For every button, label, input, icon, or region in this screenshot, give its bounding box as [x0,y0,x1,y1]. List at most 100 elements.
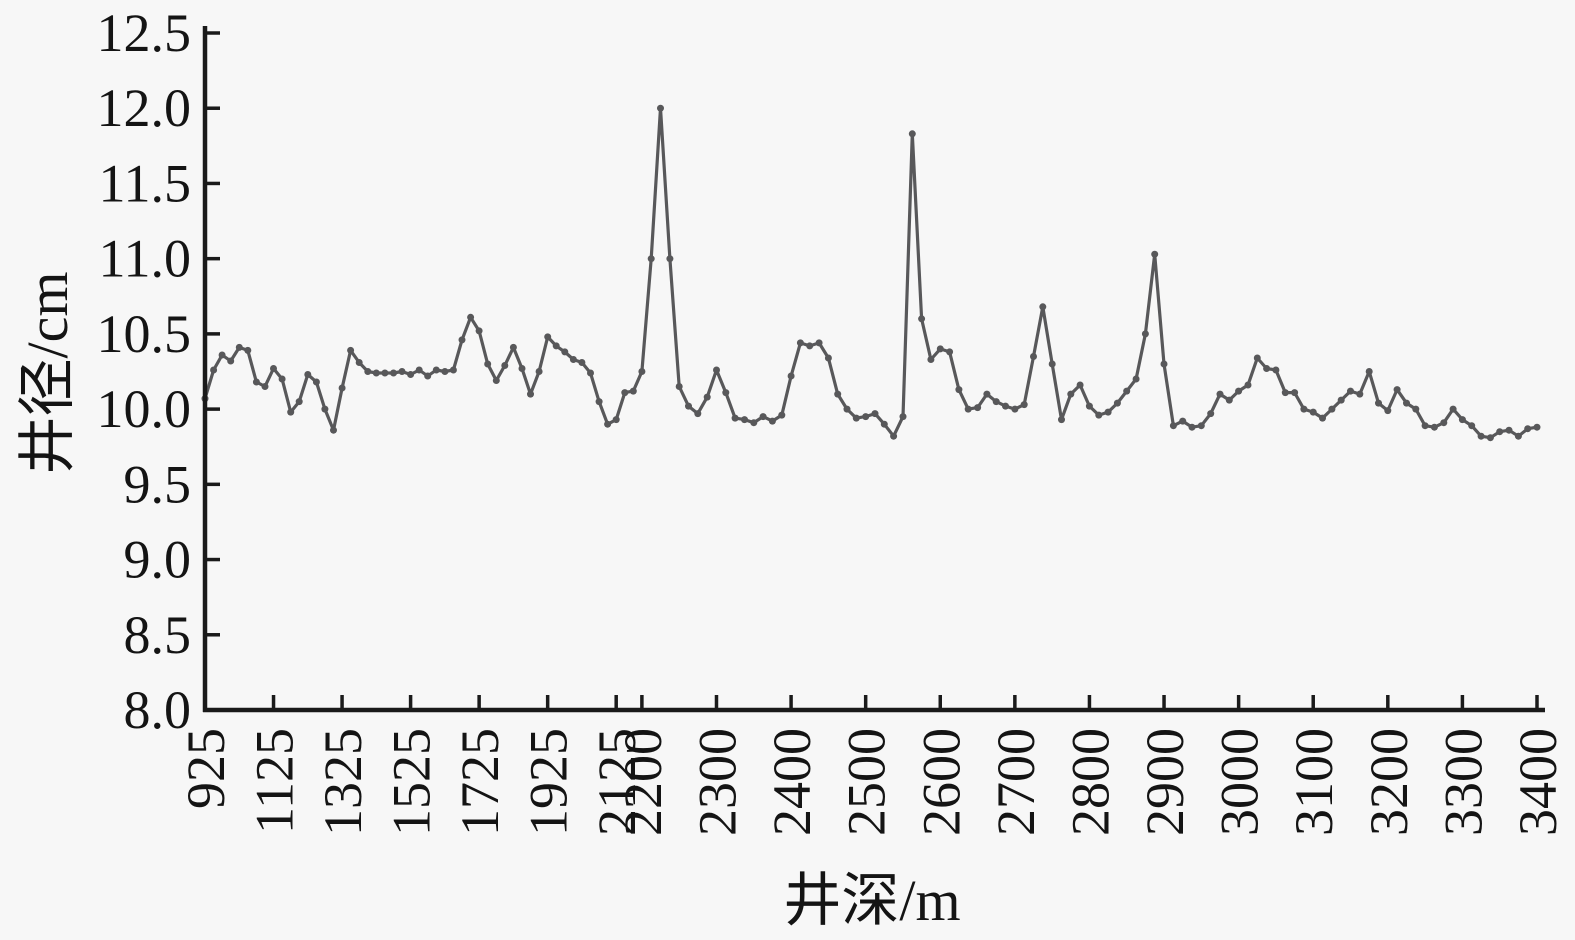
data-point-marker [647,255,655,263]
x-tick-label: 1925 [519,728,579,836]
data-point-marker [787,372,795,380]
y-tick-label: 9.0 [124,530,192,590]
data-point-marker [1365,368,1373,375]
data-point-marker [1291,389,1299,397]
data-point-marker [604,420,612,428]
data-point-marker [638,368,646,375]
data-point-marker [1169,422,1177,430]
x-tick-label: 2800 [1060,728,1120,836]
data-point-marker [675,383,683,390]
data-point-marker [992,398,1000,406]
data-point-marker [312,378,320,386]
data-point-marker [1253,354,1261,362]
x-tick-label: 1125 [245,728,305,834]
data-point-marker [595,398,603,406]
data-point-marker [270,365,277,372]
data-point-marker [1281,389,1289,397]
data-point-marker [1160,360,1168,368]
y-tick-label: 8.5 [124,605,192,665]
data-point-marker [1486,434,1494,442]
data-point-marker [458,336,466,344]
data-point-marker [278,375,286,383]
x-tick-label: 2700 [986,728,1046,836]
data-point-marker [1095,411,1103,419]
data-point-marker [1393,386,1401,394]
data-point-marker [1468,422,1476,430]
data-point-marker [629,387,637,395]
data-point-marker [518,365,526,372]
data-point-marker [890,432,898,440]
data-point-marker [347,346,355,354]
data-point-marker [1076,381,1084,389]
data-point-marker [578,359,586,366]
x-tick-label: 1325 [313,728,373,836]
data-point-marker [899,413,907,421]
x-tick-label: 1525 [382,728,442,836]
data-point-marker [1067,390,1075,398]
x-axis-title: 井深/m [783,868,961,933]
data-point-marker [235,343,243,351]
data-point-marker [741,416,748,424]
data-point-marker [759,413,767,421]
data-point-marker [666,255,674,263]
data-point-marker [1002,402,1009,410]
data-point-marker [1030,353,1037,360]
data-point-marker [381,369,389,377]
data-point-marker [1403,399,1410,407]
data-point-marker [398,368,406,375]
data-point-marker [852,414,860,422]
data-point-marker [1058,416,1065,424]
x-tick-label: 2900 [1135,728,1195,836]
data-point-marker [509,343,517,351]
data-point-marker [432,366,440,374]
data-point-marker [1328,405,1336,413]
x-tick-label: 3400 [1508,728,1568,836]
data-point-marker [621,389,629,397]
data-point-marker [768,417,776,425]
y-axis-title: 井径/cm [15,271,80,475]
y-tick-label: 12.5 [97,3,192,63]
data-point-marker [1496,428,1504,436]
data-point-marker [1533,423,1541,431]
data-point-marker [815,339,823,347]
data-point-marker [1151,250,1159,258]
data-point-marker [1020,401,1028,409]
data-point-marker [703,393,711,401]
y-tick-label: 12.0 [97,78,192,138]
data-point-marker [722,389,730,397]
data-point-marker [587,369,594,377]
data-point-marker [210,366,218,374]
data-point-marker [467,313,475,321]
data-point-marker [1458,416,1466,424]
data-point-marker [330,426,337,434]
data-point-marker [862,413,870,421]
data-point-marker [871,410,879,418]
data-point-marker [535,368,543,375]
data-point-marker [372,369,380,377]
data-point-marker [1207,410,1215,418]
data-point-marker [1356,390,1364,398]
data-point-marker [1514,432,1522,440]
x-tick-label: 2125 [587,728,647,836]
y-tick-label: 10.5 [97,304,192,364]
data-point-marker [1085,402,1093,410]
data-point-marker [261,383,269,390]
data-point-marker [694,410,702,418]
y-tick-label: 10.0 [97,379,192,439]
x-tick-label: 3200 [1359,728,1419,836]
y-tick-label: 11.0 [99,229,192,289]
data-point-marker [484,360,492,368]
x-tick-label: 3300 [1433,728,1493,836]
data-point-marker [750,419,758,427]
data-point-marker [304,371,312,378]
x-tick-label: 2400 [762,728,822,836]
data-point-marker [552,342,560,350]
data-point-marker [1412,405,1420,413]
data-point-marker [796,339,804,347]
data-point-marker [936,345,944,353]
data-point-marker [1179,417,1187,425]
data-point-marker [983,390,991,398]
data-point-marker [778,411,786,419]
